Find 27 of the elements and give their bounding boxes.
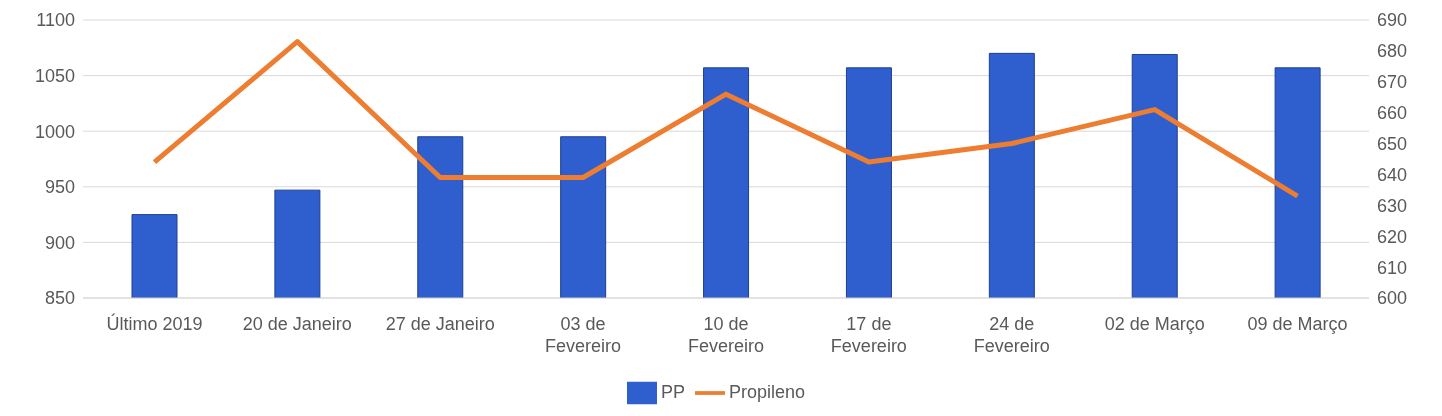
x-tick-label: 09 de Março <box>1247 314 1348 335</box>
y2-tick-label: 610 <box>1377 257 1408 278</box>
y2-tick-label: 670 <box>1377 72 1408 93</box>
x-tick-label: 10 de Fevereiro <box>687 314 765 356</box>
y-tick-label: 850 <box>44 288 75 309</box>
y2-tick-label: 690 <box>1377 10 1408 31</box>
y2-tick-label: 620 <box>1377 226 1408 247</box>
y2-tick-label: 650 <box>1377 133 1408 154</box>
x-tick-label: 27 de Janeiro <box>385 314 495 335</box>
x-tick-label: 20 de Janeiro <box>242 314 352 335</box>
x-tick-label: 17 de Fevereiro <box>830 314 907 356</box>
legend-label: PP <box>660 381 685 402</box>
y-tick-label: 1100 <box>36 10 75 31</box>
y2-tick-label: 660 <box>1377 103 1408 124</box>
y-tick-label: 950 <box>44 177 75 198</box>
legend-label: Propileno <box>728 381 806 402</box>
y-tick-label: 1050 <box>34 65 75 86</box>
y-tick-label: 900 <box>44 232 75 253</box>
y2-tick-label: 630 <box>1377 195 1408 216</box>
y2-tick-label: 600 <box>1377 288 1408 309</box>
x-tick-label: 24 de Fevereiro <box>973 314 1050 356</box>
y2-tick-label: 640 <box>1377 164 1408 185</box>
x-tick-label: Último 2019 <box>106 313 203 335</box>
x-tick-label: 03 de Fevereiro <box>545 314 622 356</box>
x-tick-label: 02 de Março <box>1104 314 1205 335</box>
y-tick-label: 1000 <box>34 121 75 142</box>
y2-tick-label: 680 <box>1377 41 1408 62</box>
